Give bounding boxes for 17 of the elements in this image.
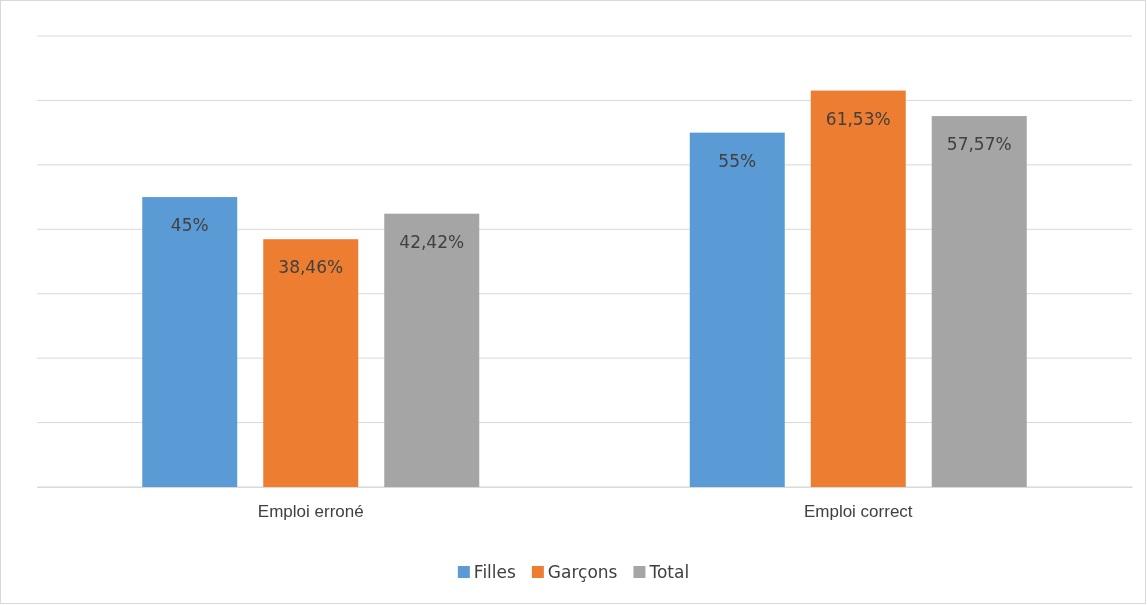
x-tick-label: Emploi correct	[803, 502, 913, 522]
data-label: 55%	[718, 150, 757, 171]
bar	[689, 132, 785, 487]
bar	[384, 213, 480, 487]
bar	[142, 197, 238, 487]
bar	[810, 90, 906, 487]
data-label: 61,53%	[825, 108, 891, 129]
data-label: 57,57%	[946, 134, 1012, 155]
x-tick-label: Emploi erroné	[257, 502, 364, 522]
data-label: 42,42%	[399, 231, 465, 252]
legend-label: Total	[648, 562, 690, 582]
legend-label: Garçons	[547, 562, 618, 582]
bar	[931, 116, 1027, 487]
bar	[263, 239, 359, 487]
data-label: 38,46%	[278, 257, 344, 278]
legend-label: Filles	[473, 562, 517, 582]
data-label: 45%	[170, 215, 209, 236]
